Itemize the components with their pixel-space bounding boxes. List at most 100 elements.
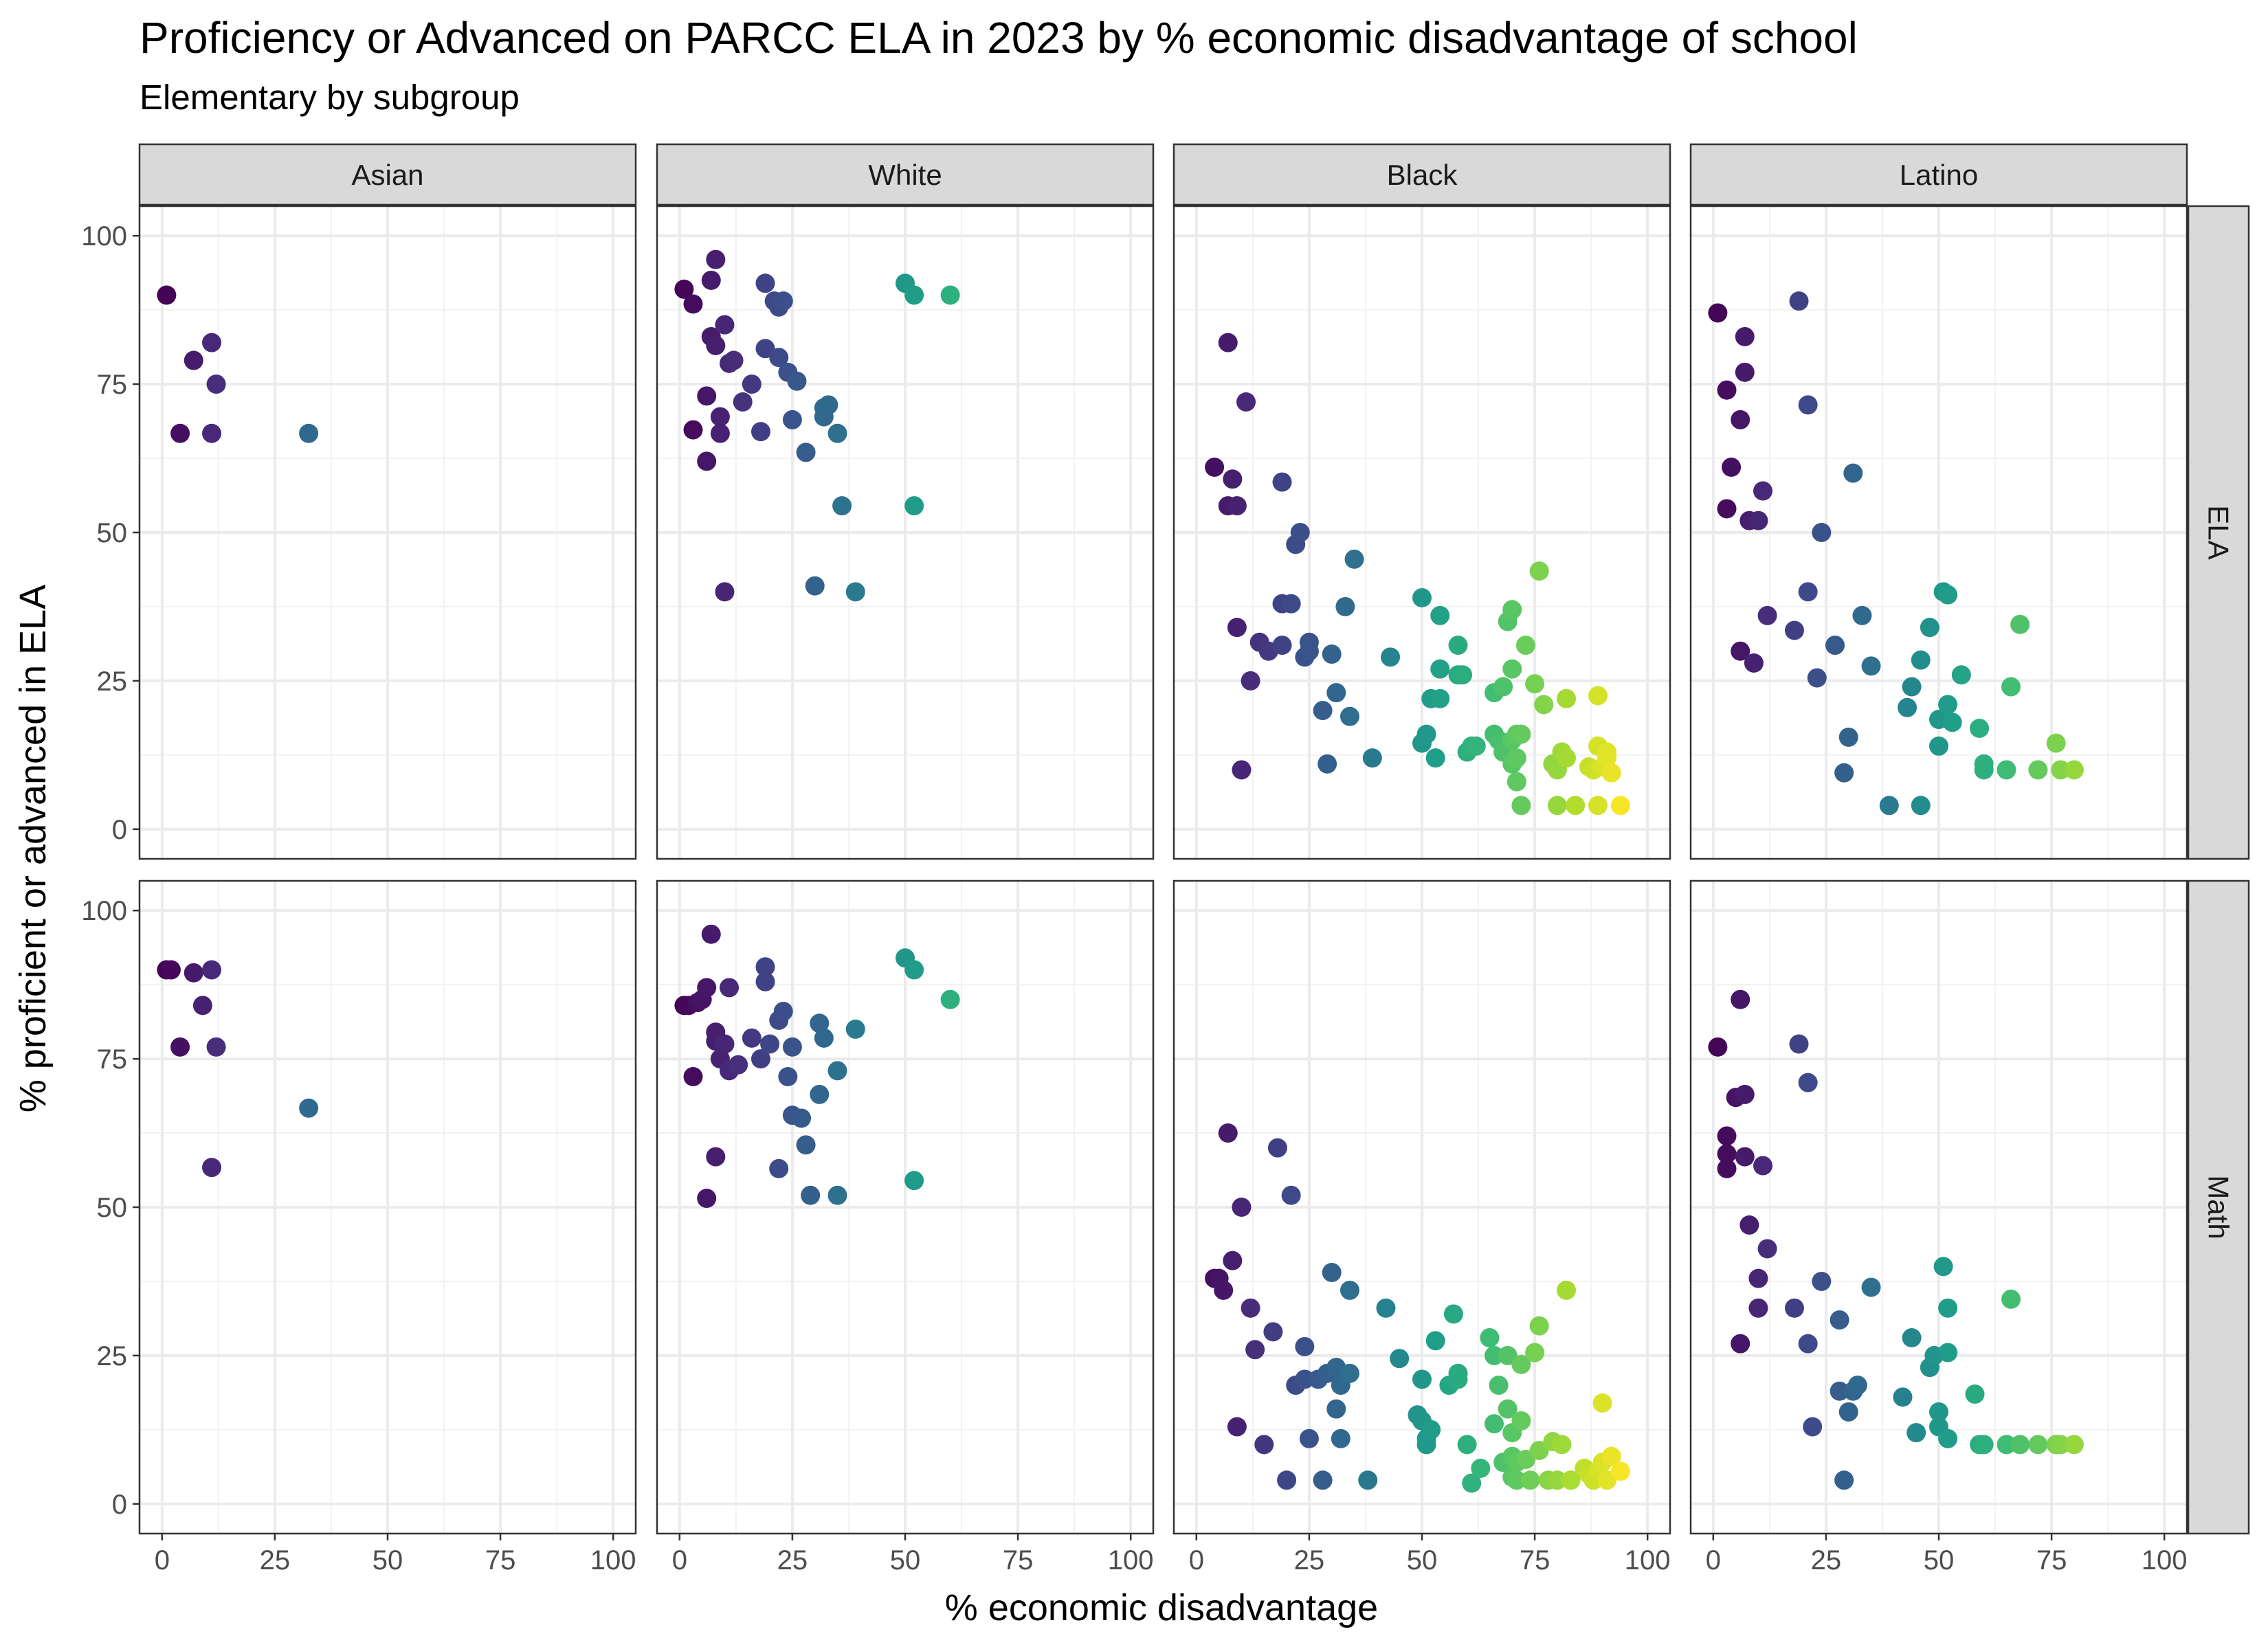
data-point: [1267, 1138, 1287, 1158]
data-point: [683, 420, 703, 440]
data-point: [1920, 618, 1939, 638]
data-point: [1784, 620, 1804, 640]
data-point: [1529, 561, 1549, 581]
chart-title: Proficiency or Advanced on PARCC ELA in …: [140, 13, 1858, 63]
data-point: [1938, 585, 1958, 605]
data-point: [1272, 636, 1292, 655]
data-point: [1236, 392, 1256, 412]
y-tick-label: 0: [112, 815, 127, 845]
data-point: [715, 315, 735, 335]
data-point: [755, 957, 775, 977]
data-point: [1717, 1126, 1737, 1146]
data-point: [192, 996, 212, 1016]
data-point: [1843, 463, 1863, 483]
data-point: [1443, 1304, 1463, 1324]
x-tick-label: 50: [373, 1545, 403, 1575]
data-point: [755, 273, 775, 293]
data-point: [1318, 754, 1337, 774]
data-point: [1753, 481, 1773, 501]
data-point: [787, 371, 807, 391]
facet-label-ela: ELA: [2203, 505, 2235, 559]
facet-strip: [1172, 143, 1671, 206]
x-tick-label: 25: [260, 1545, 291, 1575]
data-point: [1911, 796, 1931, 816]
data-point: [1807, 668, 1827, 688]
data-point: [1339, 706, 1359, 726]
x-tick-label: 50: [890, 1545, 921, 1575]
data-point: [1861, 656, 1881, 676]
data-point: [683, 1067, 703, 1086]
data-point: [1339, 1280, 1359, 1300]
data-point: [796, 1135, 816, 1155]
data-point: [1525, 674, 1545, 694]
data-point: [755, 339, 775, 359]
data-point: [1277, 1470, 1297, 1490]
data-point: [697, 451, 717, 471]
data-point: [1326, 1399, 1346, 1419]
data-point: [1757, 605, 1777, 625]
data-point: [805, 576, 825, 596]
data-point: [904, 960, 924, 980]
data-point: [1227, 1417, 1247, 1437]
data-point: [697, 386, 717, 406]
data-point: [796, 442, 816, 462]
data-point: [832, 496, 852, 516]
data-point: [1223, 1250, 1243, 1270]
data-point: [760, 1034, 780, 1054]
data-point: [715, 582, 735, 602]
data-point: [701, 924, 721, 944]
data-point: [1281, 594, 1301, 614]
data-point: [1717, 1144, 1737, 1164]
data-point: [1313, 1470, 1333, 1490]
data-point: [1412, 588, 1432, 607]
data-point: [2028, 1435, 2048, 1455]
data-point: [1471, 1459, 1491, 1478]
data-point: [1326, 683, 1346, 703]
y-tick-label: 50: [97, 518, 128, 548]
data-point: [206, 1037, 226, 1057]
data-point: [710, 423, 730, 443]
data-point: [1295, 1369, 1315, 1389]
data-point: [1965, 1384, 1985, 1404]
data-point: [1529, 1316, 1549, 1336]
y-tick-label: 0: [112, 1490, 127, 1520]
data-point: [1970, 719, 1990, 738]
x-tick-label: 25: [1294, 1545, 1325, 1575]
data-point: [1430, 688, 1450, 708]
data-point: [1421, 1420, 1441, 1439]
panel-border: [1172, 205, 1671, 860]
data-point: [1232, 1198, 1252, 1217]
data-point: [1547, 1470, 1567, 1490]
data-point: [1717, 499, 1737, 519]
data-point: [1552, 1435, 1572, 1455]
data-point: [2010, 1435, 2030, 1455]
data-point: [1812, 1271, 1832, 1291]
data-point: [715, 1034, 735, 1054]
data-point: [1515, 636, 1535, 655]
data-point: [1974, 1435, 1994, 1455]
data-point: [1245, 1340, 1265, 1360]
x-tick-label: 75: [485, 1545, 516, 1575]
data-point: [1708, 1037, 1728, 1057]
data-point: [1507, 1470, 1526, 1490]
data-point: [206, 374, 226, 394]
x-tick-label: 50: [1407, 1545, 1438, 1575]
y-tick-label: 100: [81, 221, 127, 251]
data-point: [1511, 1354, 1531, 1374]
data-point: [1852, 605, 1872, 625]
data-point: [202, 960, 222, 980]
data-point: [827, 1061, 847, 1081]
data-point: [801, 1185, 821, 1205]
data-point: [1784, 1298, 1804, 1318]
data-point: [674, 279, 694, 299]
data-point: [1735, 1147, 1755, 1167]
data-point: [1358, 1470, 1378, 1490]
data-point: [2051, 760, 2071, 780]
data-point: [1708, 303, 1728, 323]
data-point: [819, 395, 838, 415]
data-point: [1547, 796, 1567, 816]
data-point: [1462, 1473, 1482, 1493]
data-point: [1515, 1450, 1535, 1470]
data-point: [1430, 605, 1450, 625]
